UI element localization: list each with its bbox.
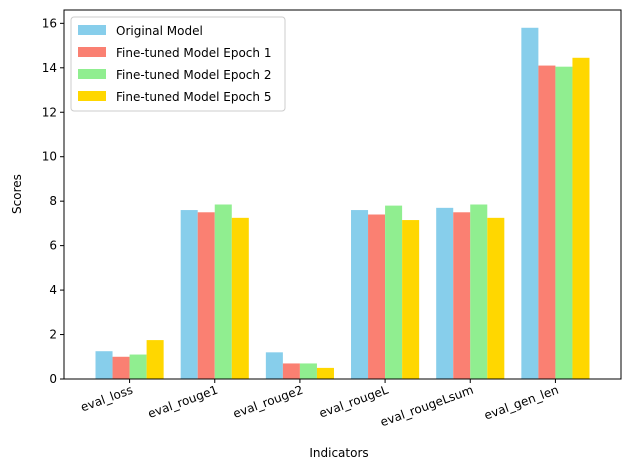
y-tick-label: 2 xyxy=(49,328,57,342)
bar-eval_rouge2-series-3 xyxy=(299,363,317,379)
x-tick-label: eval_rougeLsum xyxy=(378,383,475,430)
x-axis-label: Indicators xyxy=(309,446,368,460)
y-axis-label: Scores xyxy=(10,174,24,214)
x-tick-label: eval_rouge2 xyxy=(231,383,305,421)
bar-eval_rouge1-series-2 xyxy=(197,212,215,379)
y-tick-label: 8 xyxy=(49,194,57,208)
bars-layer xyxy=(95,27,590,380)
legend-swatch xyxy=(78,25,106,35)
bar-eval_rouge2-series-4 xyxy=(316,367,334,379)
bar-eval_rougeLsum-series-4 xyxy=(487,217,505,379)
legend: Original Model Fine-tuned Model Epoch 1 Fi… xyxy=(70,16,286,112)
y-tick-label: 0 xyxy=(49,372,57,386)
y-tick-label: 14 xyxy=(42,61,57,75)
bar-eval_rougeL-series-3 xyxy=(385,205,403,379)
y-tick-label: 10 xyxy=(42,150,57,164)
y-tick-label: 6 xyxy=(49,239,57,253)
bar-eval_rouge1-series-3 xyxy=(214,204,232,379)
bar-eval_rougeLsum-series-1 xyxy=(436,207,454,379)
bar-eval_rouge2-series-2 xyxy=(282,363,300,379)
y-tick-label: 4 xyxy=(49,283,57,297)
legend-swatch xyxy=(78,91,106,101)
bar-eval_gen_len-series-3 xyxy=(555,66,573,380)
bar-eval_gen_len-series-1 xyxy=(521,27,539,380)
y-axis-ticks: 0 2 4 6 8 10 12 14 16 xyxy=(42,16,64,386)
x-tick-label: eval_gen_len xyxy=(482,383,560,423)
legend-entry-label: Fine-tuned Model Epoch 2 xyxy=(116,68,271,82)
x-tick-label: eval_loss xyxy=(79,383,135,415)
plot-frame xyxy=(63,9,622,380)
bar-eval_rougeLsum-series-3 xyxy=(470,204,488,379)
bar-eval_loss-series-4 xyxy=(146,340,164,379)
bar-eval_rougeL-series-4 xyxy=(402,220,420,379)
y-tick-label: 16 xyxy=(42,16,57,30)
bar-eval_rougeLsum-series-2 xyxy=(453,212,471,379)
bar-eval_rouge1-series-1 xyxy=(180,210,198,379)
bar-eval_loss-series-3 xyxy=(129,354,147,379)
bar-eval_gen_len-series-4 xyxy=(572,57,590,379)
legend-box xyxy=(70,16,286,112)
bar-eval_rouge1-series-4 xyxy=(231,217,249,379)
y-tick-label: 12 xyxy=(42,105,57,119)
legend-entry-label: Fine-tuned Model Epoch 1 xyxy=(116,46,271,60)
x-tick-label: eval_rouge1 xyxy=(146,383,220,421)
bar-eval_gen_len-series-2 xyxy=(538,65,556,379)
legend-entry-label: Original Model xyxy=(116,24,203,38)
legend-swatch xyxy=(78,47,106,57)
bar-eval_loss-series-1 xyxy=(95,351,113,379)
bar-eval_loss-series-2 xyxy=(112,356,130,379)
bar-eval_rouge2-series-1 xyxy=(265,352,283,379)
bar-eval_rougeL-series-2 xyxy=(368,214,386,379)
legend-swatch xyxy=(78,69,106,79)
bar-eval_rougeL-series-1 xyxy=(351,210,369,379)
legend-entry-label: Fine-tuned Model Epoch 5 xyxy=(116,90,271,104)
x-axis-ticks: eval_loss eval_rouge1 eval_rouge2 eval_roug… xyxy=(79,379,560,430)
